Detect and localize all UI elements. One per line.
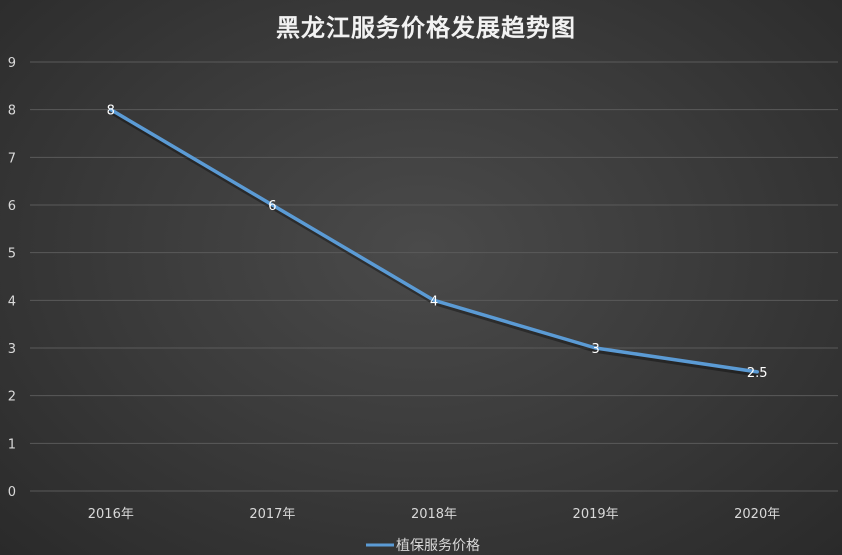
y-tick-label: 8 bbox=[8, 104, 16, 119]
data-label: 6 bbox=[268, 199, 276, 214]
y-tick-label: 0 bbox=[8, 485, 16, 500]
series-line bbox=[109, 107, 759, 374]
chart-title: 黑龙江服务价格发展趋势图 bbox=[276, 13, 576, 42]
data-label: 2.5 bbox=[747, 366, 768, 381]
data-label: 8 bbox=[107, 104, 115, 119]
y-axis-ticks: 0 1 2 3 4 5 6 7 8 9 bbox=[8, 56, 16, 500]
y-tick-label: 5 bbox=[8, 247, 16, 262]
y-tick-label: 4 bbox=[8, 294, 16, 309]
y-tick-label: 1 bbox=[8, 437, 16, 452]
x-tick-label: 2018年 bbox=[411, 507, 457, 522]
x-tick-label: 2019年 bbox=[573, 507, 619, 522]
y-tick-label: 2 bbox=[8, 390, 16, 405]
y-tick-label: 3 bbox=[8, 342, 16, 357]
series-layer bbox=[109, 107, 759, 377]
data-label: 4 bbox=[430, 294, 438, 309]
data-label: 3 bbox=[591, 342, 599, 357]
x-tick-label: 2020年 bbox=[734, 507, 780, 522]
x-axis-ticks: 2016年 2017年 2018年 2019年 2020年 bbox=[88, 507, 780, 522]
legend-label-series-1: 植保服务价格 bbox=[396, 538, 480, 554]
y-tick-label: 9 bbox=[8, 56, 16, 71]
y-tick-label: 7 bbox=[8, 151, 16, 166]
x-tick-label: 2017年 bbox=[249, 507, 295, 522]
y-tick-label: 6 bbox=[8, 199, 16, 214]
x-tick-label: 2016年 bbox=[88, 507, 134, 522]
data-labels: 8 6 4 3 2.5 bbox=[107, 104, 768, 381]
series-line-shadow bbox=[110, 110, 759, 377]
legend[interactable]: 植保服务价格 bbox=[366, 538, 480, 554]
gridlines bbox=[30, 61, 838, 492]
